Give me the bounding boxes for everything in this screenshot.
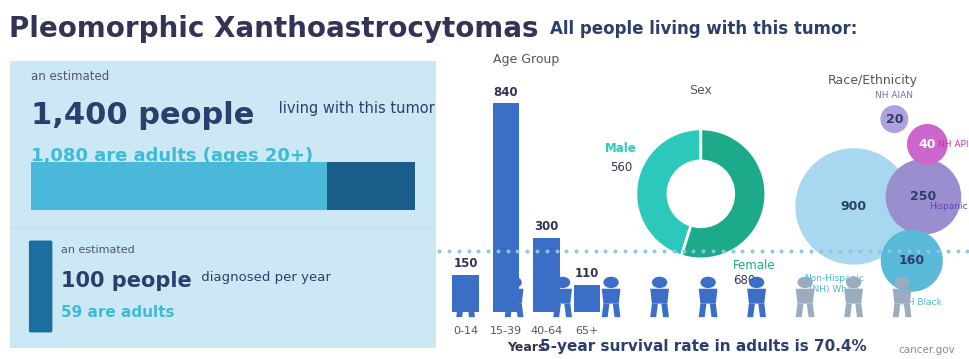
Text: Female: Female (733, 259, 775, 272)
Polygon shape (601, 304, 609, 317)
Text: 680: 680 (733, 274, 755, 286)
Text: 150: 150 (453, 257, 478, 270)
Text: 20: 20 (885, 113, 902, 126)
Circle shape (506, 277, 521, 288)
Polygon shape (504, 304, 512, 317)
Text: Non-Hispanic
(NH) White: Non-Hispanic (NH) White (803, 274, 863, 294)
Polygon shape (455, 289, 475, 304)
Text: 65+: 65+ (575, 326, 598, 336)
Circle shape (700, 277, 715, 288)
Text: Years: Years (507, 341, 545, 354)
Polygon shape (806, 304, 814, 317)
Polygon shape (843, 289, 862, 304)
Text: 40: 40 (918, 138, 935, 151)
Text: diagnosed per year: diagnosed per year (198, 271, 331, 284)
Polygon shape (843, 304, 851, 317)
Circle shape (651, 277, 667, 288)
Text: Hispanic: Hispanic (928, 202, 967, 211)
Polygon shape (891, 289, 911, 304)
Text: an estimated: an estimated (31, 70, 109, 83)
Circle shape (457, 277, 473, 288)
FancyBboxPatch shape (29, 241, 52, 332)
Bar (492, 103, 518, 312)
FancyBboxPatch shape (327, 162, 415, 210)
Polygon shape (552, 289, 572, 304)
Polygon shape (661, 304, 669, 317)
Circle shape (666, 160, 735, 228)
Text: 1,400 people: 1,400 people (31, 101, 254, 130)
Circle shape (880, 230, 942, 292)
Polygon shape (601, 289, 620, 304)
Text: 5-year survival rate in adults is 70.4%: 5-year survival rate in adults is 70.4% (540, 339, 865, 354)
Polygon shape (746, 304, 754, 317)
Text: 0-14: 0-14 (453, 326, 478, 336)
Text: Pleomorphic Xanthoastrocytomas: Pleomorphic Xanthoastrocytomas (9, 15, 538, 43)
Text: 160: 160 (898, 254, 923, 267)
Circle shape (797, 277, 812, 288)
Polygon shape (516, 304, 523, 317)
Text: 100 people: 100 people (61, 271, 192, 291)
Polygon shape (467, 304, 475, 317)
Bar (452, 275, 479, 312)
Text: 59 are adults: 59 are adults (61, 305, 174, 320)
Title: Sex: Sex (689, 84, 711, 97)
Polygon shape (564, 304, 572, 317)
Text: Male: Male (605, 143, 637, 155)
Polygon shape (698, 304, 705, 317)
FancyBboxPatch shape (0, 52, 449, 357)
Title: Race/Ethnicity: Race/Ethnicity (828, 74, 917, 88)
Polygon shape (552, 304, 560, 317)
Text: 300: 300 (534, 220, 558, 233)
Polygon shape (891, 304, 899, 317)
Text: cancer.gov: cancer.gov (897, 345, 954, 355)
Circle shape (554, 277, 570, 288)
Circle shape (845, 277, 860, 288)
Text: 110: 110 (574, 267, 599, 280)
Text: 560: 560 (610, 161, 632, 174)
Wedge shape (635, 129, 700, 256)
Polygon shape (758, 304, 766, 317)
Text: 840: 840 (493, 85, 517, 99)
Polygon shape (649, 289, 669, 304)
Circle shape (885, 159, 960, 234)
Polygon shape (709, 304, 717, 317)
Circle shape (893, 277, 909, 288)
Text: NH API: NH API (937, 140, 967, 149)
Polygon shape (698, 289, 717, 304)
Polygon shape (455, 304, 463, 317)
Circle shape (603, 277, 618, 288)
Circle shape (795, 148, 911, 265)
Text: NH Black: NH Black (900, 298, 941, 307)
Text: living with this tumor: living with this tumor (274, 101, 435, 116)
Title: Age Group: Age Group (492, 53, 559, 66)
Text: 15-39: 15-39 (489, 326, 521, 336)
Circle shape (880, 105, 907, 133)
Text: All people living with this tumor:: All people living with this tumor: (549, 20, 856, 38)
Polygon shape (903, 304, 911, 317)
Text: 900: 900 (840, 200, 865, 213)
Polygon shape (504, 289, 523, 304)
Text: an estimated: an estimated (61, 245, 135, 255)
Circle shape (748, 277, 764, 288)
Polygon shape (795, 304, 802, 317)
Polygon shape (795, 289, 814, 304)
Bar (573, 285, 600, 312)
Circle shape (906, 124, 947, 165)
Text: 1,080 are adults (ages 20+): 1,080 are adults (ages 20+) (31, 147, 313, 165)
Polygon shape (855, 304, 862, 317)
FancyBboxPatch shape (31, 162, 327, 210)
Polygon shape (649, 304, 657, 317)
Bar (533, 238, 559, 312)
Polygon shape (612, 304, 620, 317)
Text: 250: 250 (909, 190, 936, 203)
Wedge shape (680, 129, 766, 259)
Text: NH AIAN: NH AIAN (874, 91, 913, 100)
Text: 40-64: 40-64 (530, 326, 562, 336)
Polygon shape (746, 289, 766, 304)
